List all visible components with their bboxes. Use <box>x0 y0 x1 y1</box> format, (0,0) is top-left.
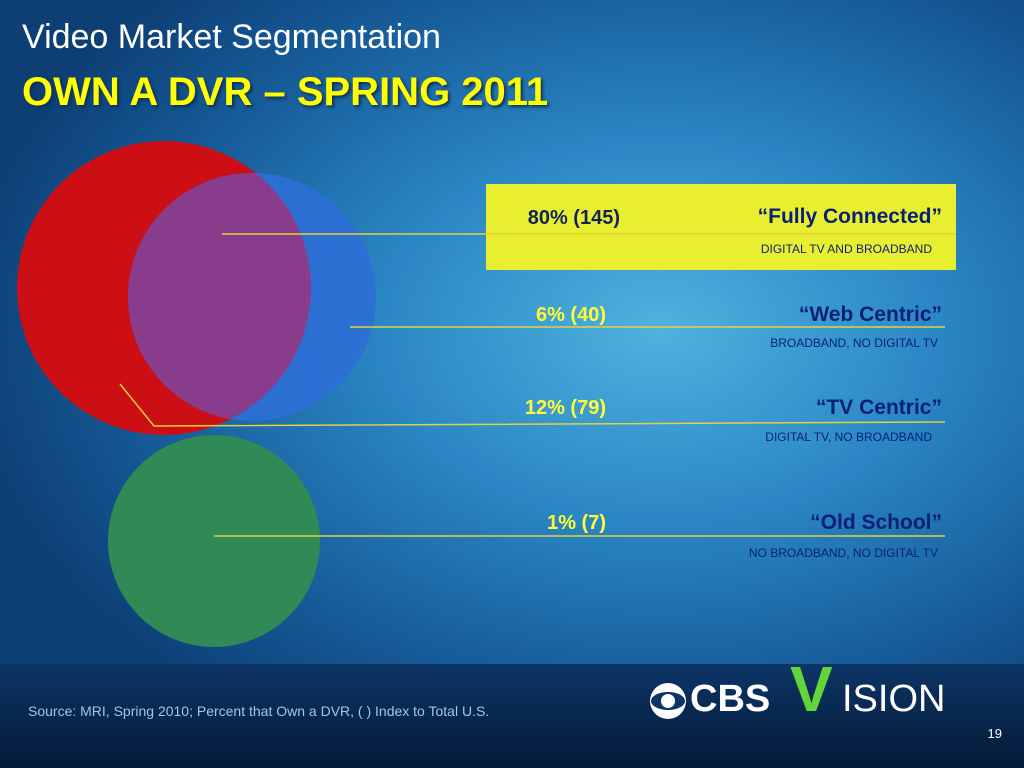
overlap-region <box>128 173 311 421</box>
logo-cbs-text: CBS <box>690 678 771 720</box>
cbs-eye-icon <box>650 683 686 719</box>
old-school-percent: 1% (7) <box>547 512 606 534</box>
fully-connected-description: DIGITAL TV AND BROADBAND <box>760 242 932 256</box>
tv-centric-percent: 12% (79) <box>524 397 606 419</box>
page-number: 19 <box>987 726 1002 741</box>
web-centric-description: BROADBAND, NO DIGITAL TV <box>770 336 938 350</box>
source-note: Source: MRI, Spring 2010; Percent that O… <box>28 703 490 719</box>
fully-connected-label: “Fully Connected” <box>757 205 942 228</box>
logo-v-mark: V <box>790 653 833 725</box>
old-school-circle <box>108 435 320 647</box>
fully-connected-percent: 80% (145) <box>527 207 620 229</box>
old-school-description: NO BROADBAND, NO DIGITAL TV <box>748 546 938 560</box>
old-school-label: “Old School” <box>810 511 942 534</box>
slide-subtitle: OWN A DVR – SPRING 2011 <box>22 70 549 114</box>
web-centric-label: “Web Centric” <box>798 303 942 326</box>
slide-title: Video Market Segmentation <box>22 18 441 56</box>
fully-connected-highlight-box <box>486 184 956 270</box>
logo-vision-text: ISION <box>842 678 946 720</box>
tv-centric-label: “TV Centric” <box>815 396 942 419</box>
web-centric-percent: 6% (40) <box>535 304 606 326</box>
cbs-vision-logo: CBS V ISION <box>646 653 966 725</box>
tv-centric-description: DIGITAL TV, NO BROADBAND <box>765 430 932 444</box>
tv-centric-leader-line <box>119 383 946 427</box>
footer-bar <box>0 664 1024 768</box>
